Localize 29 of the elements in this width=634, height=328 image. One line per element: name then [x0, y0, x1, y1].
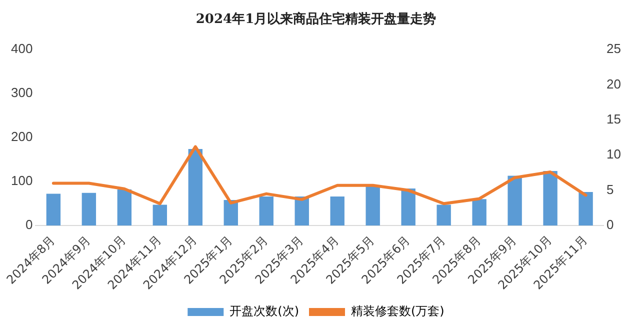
legend-label: 开盘次数(次) — [230, 304, 300, 318]
y-tick-label: 200 — [10, 129, 33, 144]
bar — [330, 196, 344, 226]
y-tick-label: 0 — [25, 217, 33, 232]
legend-label: 精装修套数(万套) — [351, 304, 444, 318]
bar — [508, 176, 522, 226]
y-tick-label: 100 — [10, 173, 33, 188]
bar — [472, 199, 486, 226]
y2-tick-label: 15 — [606, 112, 622, 127]
bar — [366, 186, 380, 226]
y-tick-label: 400 — [10, 41, 33, 56]
bar — [82, 192, 96, 226]
bar — [188, 148, 202, 226]
y2-tick-label: 20 — [606, 76, 622, 92]
bar — [436, 204, 451, 226]
bar — [117, 189, 132, 226]
bar — [401, 188, 416, 226]
y2-tick-label: 10 — [606, 146, 622, 162]
bar — [543, 170, 558, 226]
chart-title: 2024年1月以来商品住宅精装开盘量走势 — [196, 11, 436, 28]
y2-tick-label: 0 — [606, 217, 614, 232]
bar — [578, 192, 593, 226]
y2-tick-label: 25 — [606, 41, 622, 56]
bar — [152, 204, 168, 226]
y2-tick-label: 5 — [606, 182, 614, 197]
bar — [224, 200, 238, 226]
bar — [46, 194, 61, 226]
y-tick-label: 300 — [10, 85, 33, 100]
bar — [259, 196, 274, 226]
